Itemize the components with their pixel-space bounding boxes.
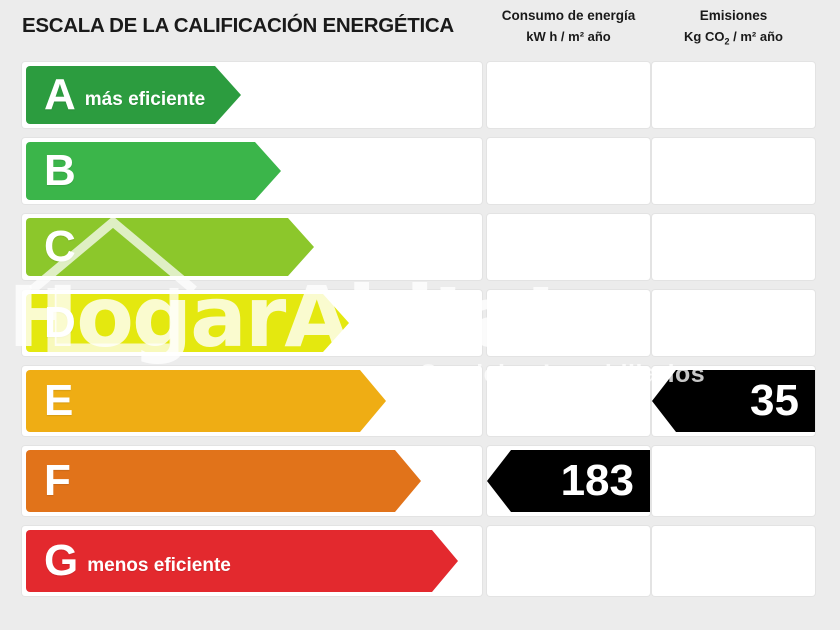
column-header-emisiones-units: Kg CO2 / m² año xyxy=(652,29,815,47)
cell-consumo-c xyxy=(487,214,650,280)
rating-row: F 183 xyxy=(0,446,840,516)
cell-consumo-b xyxy=(487,138,650,204)
grade-letter: B xyxy=(44,146,76,195)
cell-emisiones-c xyxy=(652,214,815,280)
rating-row: D xyxy=(0,290,840,356)
emisiones-value-badge: 35 xyxy=(652,370,815,432)
efficiency-label: más eficiente xyxy=(84,88,206,110)
cell-emisiones-d xyxy=(652,290,815,356)
grade-letter: C xyxy=(44,222,76,271)
cell-consumo-d xyxy=(487,290,650,356)
grade-letter: G xyxy=(44,536,79,585)
column-header-emisiones-title: Emisiones xyxy=(699,8,768,23)
cell-consumo-g xyxy=(487,526,650,596)
column-header-consumo: Consumo de energía kW h / m² año xyxy=(487,8,650,44)
emisiones-unit-subscript: 2 xyxy=(724,36,730,47)
rating-row: C xyxy=(0,214,840,280)
column-header-consumo-units: kW h / m² año xyxy=(526,29,611,44)
column-header-consumo-title: Consumo de energía xyxy=(501,8,636,23)
grade-letter: A xyxy=(44,70,76,119)
grade-letter: E xyxy=(44,376,74,425)
cell-emisiones-a xyxy=(652,62,815,128)
cell-emisiones-f xyxy=(652,446,815,516)
certificate-header: ESCALA DE LA CALIFICACIÓN ENERGÉTICA Con… xyxy=(0,0,840,58)
cell-consumo-a xyxy=(487,62,650,128)
cell-emisiones-g xyxy=(652,526,815,596)
grade-arrow-e: E xyxy=(26,370,386,432)
grade-arrow-d: D xyxy=(26,294,349,352)
grade-letter: F xyxy=(44,456,71,505)
rating-row: E 35 xyxy=(0,366,840,436)
grade-letter: D xyxy=(44,298,76,347)
page-title: ESCALA DE LA CALIFICACIÓN ENERGÉTICA xyxy=(22,14,454,37)
consumo-value-badge: 183 xyxy=(487,450,650,512)
emisiones-unit-pre: Kg CO xyxy=(684,29,725,44)
efficiency-label: menos eficiente xyxy=(87,554,231,576)
consumo-value: 183 xyxy=(560,456,634,505)
grade-arrow-f: F xyxy=(26,450,421,512)
cell-consumo-e xyxy=(487,366,650,436)
cell-emisiones-b xyxy=(652,138,815,204)
grade-arrow-c: C xyxy=(26,218,314,276)
emisiones-unit-post: / m² año xyxy=(729,29,783,44)
emisiones-value: 35 xyxy=(750,376,799,425)
column-header-emisiones: Emisiones Kg CO2 / m² año xyxy=(652,8,815,47)
rating-row: B xyxy=(0,138,840,204)
grade-arrow-b: B xyxy=(26,142,281,200)
